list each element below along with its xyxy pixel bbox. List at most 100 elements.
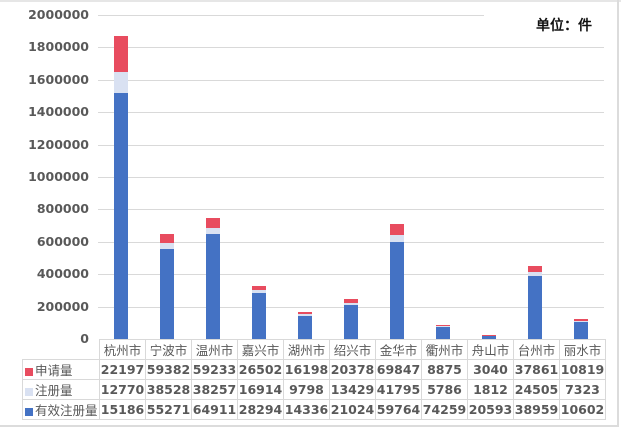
bar-segment <box>574 318 588 321</box>
table-cell: 59233 <box>191 359 238 380</box>
gridline <box>98 241 604 243</box>
bar-segment <box>482 334 496 336</box>
top-border <box>0 0 621 2</box>
table-cell: 38257 <box>191 379 238 400</box>
legend-label: 有效注册量 <box>35 403 98 418</box>
table-cell: 1812 <box>467 379 514 400</box>
table-row-registration: 注册量 12770 38528 38257 16914 9798 13429 4… <box>22 379 606 400</box>
bar-segment <box>390 242 404 339</box>
bar-segment <box>436 324 450 327</box>
table-header-row: 杭州市 宁波市 温州市 嘉兴市 湖州市 绍兴市 金华市 衢州市 舟山市 台州市 … <box>22 339 606 360</box>
category-label: 丽水市 <box>559 339 606 360</box>
bar-segment <box>390 235 404 243</box>
bar-segment <box>528 271 542 276</box>
legend-application: 申请量 <box>22 359 100 380</box>
bar-segment <box>160 243 174 250</box>
category-label: 舟山市 <box>467 339 514 360</box>
table-cell: 10819 <box>559 359 606 380</box>
table-cell: 24505 <box>513 379 560 400</box>
bar-segment <box>114 72 128 93</box>
table-cell: 20378 <box>329 359 376 380</box>
table-cell: 16914 <box>237 379 284 400</box>
table-cell: 59382 <box>145 359 192 380</box>
bar-segment <box>298 311 312 315</box>
table-cell: 13429 <box>329 379 376 400</box>
bar-segment <box>252 293 266 339</box>
bar-segment <box>344 302 358 305</box>
y-tick-label: 1600000 <box>28 71 89 87</box>
table-cell: 12770 <box>99 379 146 400</box>
data-table: 杭州市 宁波市 温州市 嘉兴市 湖州市 绍兴市 金华市 衢州市 舟山市 台州市 … <box>22 339 606 420</box>
category-label: 湖州市 <box>283 339 330 360</box>
bar-segment <box>206 227 220 234</box>
y-tick-label: 1000000 <box>28 169 89 184</box>
bar-segment <box>160 233 174 244</box>
legend-label: 申请量 <box>35 363 73 378</box>
category-label: 宁波市 <box>145 339 192 360</box>
bar-segment <box>574 320 588 322</box>
legend-swatch-icon <box>25 367 33 376</box>
gridline <box>98 47 604 49</box>
y-tick-label: 0 <box>80 331 89 346</box>
bar-segment <box>160 249 174 339</box>
y-tick-label: 1400000 <box>28 104 89 120</box>
bar-segment <box>252 286 266 291</box>
table-cell: 14336 <box>283 399 330 420</box>
bar-segment <box>344 299 358 303</box>
bar-segment <box>114 36 128 73</box>
y-tick-label: 800000 <box>36 201 89 217</box>
gridline <box>98 15 484 16</box>
bar-segment <box>436 326 450 339</box>
gridline <box>98 112 604 114</box>
y-tick-label: 200000 <box>36 298 89 314</box>
y-tick-label: 2000000 <box>28 7 89 22</box>
table-cell: 69847 <box>375 359 422 380</box>
table-cell: 10602 <box>559 399 606 420</box>
category-label: 衢州市 <box>421 339 468 360</box>
category-label: 绍兴市 <box>329 339 376 360</box>
category-label: 温州市 <box>191 339 238 360</box>
y-tick-label: 1200000 <box>28 136 89 152</box>
bar-segment <box>436 326 450 328</box>
table-cell: 55271 <box>145 399 192 420</box>
gridline <box>98 274 604 276</box>
table-cell: 28294 <box>237 399 284 420</box>
category-label: 杭州市 <box>99 339 146 360</box>
table-cell: 21024 <box>329 399 376 420</box>
bar-segment <box>206 218 220 228</box>
bar-segment <box>344 304 358 339</box>
gridline <box>98 144 604 146</box>
table-cell: 38959 <box>513 399 560 420</box>
table-cell: 16198 <box>283 359 330 380</box>
table-cell: 5786 <box>421 379 468 400</box>
y-tick-label: 1800000 <box>28 39 89 55</box>
y-tick-label: 400000 <box>36 266 89 282</box>
unit-label: 单位：件 <box>536 18 592 34</box>
gridline <box>98 177 604 178</box>
table-cell: 59764 <box>375 399 422 420</box>
bar-segment <box>574 321 588 339</box>
table-cell: 26502 <box>237 359 284 380</box>
bar-segment <box>390 224 404 236</box>
bar-segment <box>528 275 542 339</box>
category-label: 台州市 <box>513 339 560 360</box>
bar-segment <box>298 314 312 316</box>
table-cell: 74259 <box>421 399 468 420</box>
bar-segment <box>298 315 312 339</box>
legend-swatch-icon <box>25 407 33 416</box>
legend-registration: 注册量 <box>22 379 100 400</box>
table-cell: 20593 <box>467 399 514 420</box>
table-cell: 22197 <box>99 359 146 380</box>
category-label: 金华市 <box>375 339 422 360</box>
table-cell: 41795 <box>375 379 422 400</box>
table-cell: 15186 <box>99 399 146 420</box>
table-cell: 9798 <box>283 379 330 400</box>
bar-segment <box>482 335 496 339</box>
legend-label: 注册量 <box>35 383 73 398</box>
y-tick-label: 600000 <box>36 233 89 249</box>
bar-segment <box>252 290 266 294</box>
bar-segment <box>114 92 128 339</box>
table-row-application: 申请量 22197 59382 59233 26502 16198 20378 … <box>22 359 606 380</box>
category-label: 嘉兴市 <box>237 339 284 360</box>
